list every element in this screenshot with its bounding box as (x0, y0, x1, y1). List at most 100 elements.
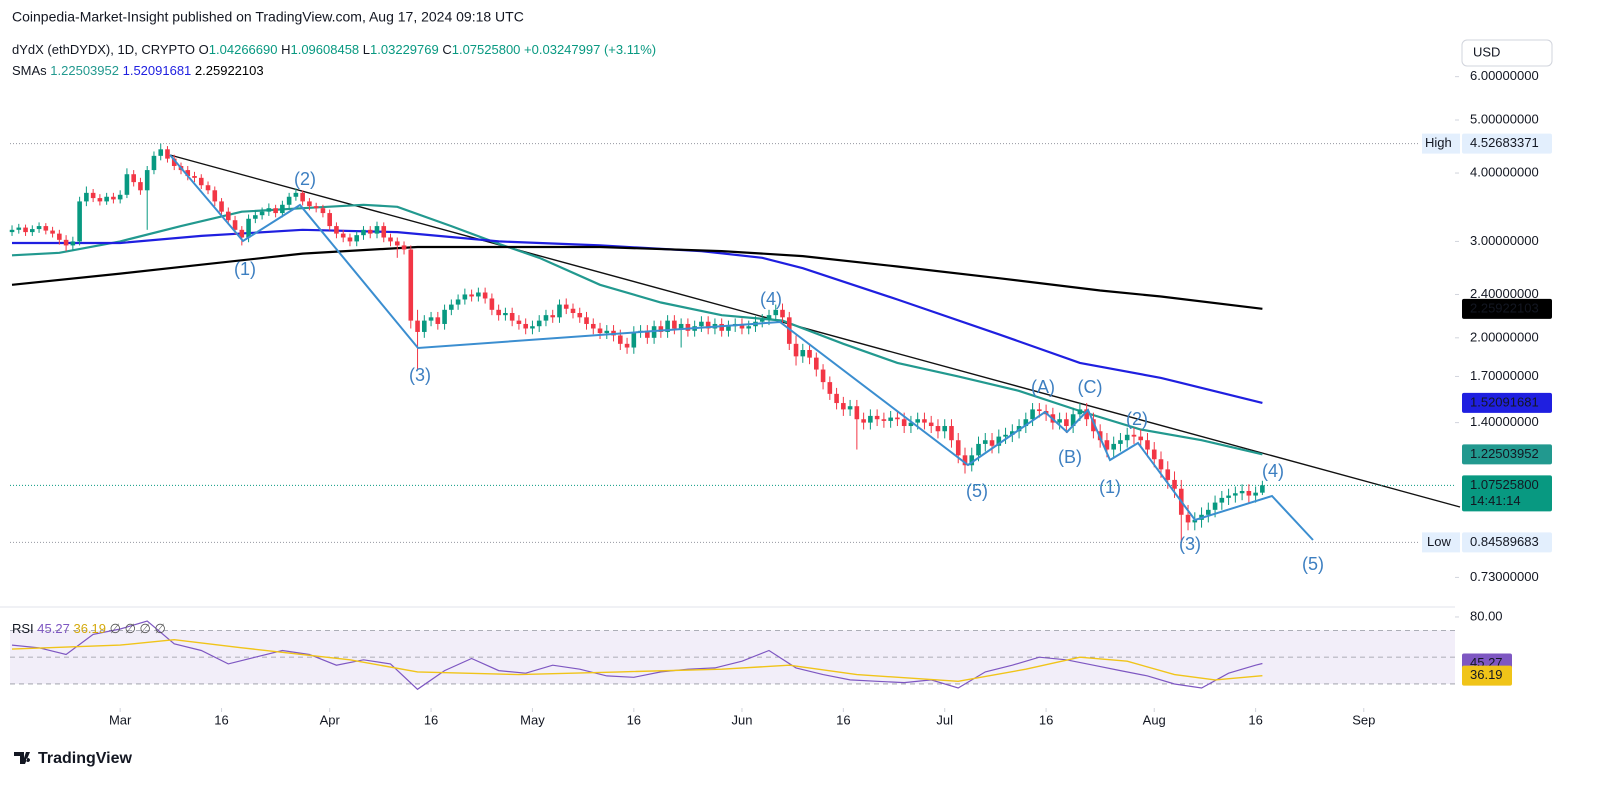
x-tick-label: 16 (1248, 712, 1262, 727)
candle-body (969, 455, 975, 466)
x-tick-label: 16 (424, 712, 438, 727)
candle-body (1124, 434, 1130, 441)
candle-body (624, 343, 630, 348)
low-tag: Low (1427, 534, 1451, 549)
candle-body (1172, 479, 1177, 489)
candle-body (1003, 434, 1008, 437)
wave-label: (5) (966, 481, 988, 501)
countdown: 14:41:14 (1470, 493, 1521, 508)
candle-body (273, 208, 278, 214)
candle-body (942, 426, 948, 432)
high-value: 1.09608458 (290, 42, 359, 57)
logo-mark (14, 752, 31, 764)
candle-body (793, 343, 799, 357)
brand: TradingView (38, 750, 133, 767)
candle-body (726, 326, 731, 331)
sma-tag-bg (1462, 444, 1552, 465)
candle-body (820, 369, 826, 383)
candle-body (1077, 409, 1083, 415)
brand-logo (14, 752, 31, 764)
candle-body (1037, 409, 1042, 412)
candle-body (198, 177, 204, 186)
candle-body (90, 192, 96, 199)
candle-body (847, 406, 853, 410)
candle-body (854, 406, 860, 420)
candle-body (43, 226, 49, 231)
candle-body (16, 227, 22, 230)
candle-body (543, 315, 549, 321)
candle-body (219, 201, 224, 212)
candle-body (171, 158, 177, 167)
candle-body (1253, 492, 1258, 496)
candle-body (1084, 409, 1089, 420)
candle-body (226, 211, 231, 221)
rsi-ma-line (11, 638, 1263, 683)
x-tick-label: Sep (1352, 712, 1375, 727)
candle-body (158, 149, 164, 156)
candle-body (1212, 502, 1218, 510)
sma-value: 1.22503952 (50, 63, 119, 78)
candle-body (36, 226, 42, 230)
candle-body (597, 328, 603, 334)
x-tick-label: Jul (936, 712, 953, 727)
candle-body (962, 455, 968, 466)
candle-body (834, 393, 839, 404)
close-tag: 1.07525800 (1470, 477, 1539, 492)
candle-body (780, 309, 785, 318)
candle-body (435, 317, 441, 324)
candle-body (759, 319, 765, 322)
candle-body (313, 206, 319, 209)
close-tag-bg (1462, 475, 1552, 512)
open-letter: O (199, 42, 209, 57)
rsi-extra: ∅ (110, 621, 121, 636)
candle-body (1246, 490, 1252, 496)
sma-tag: 2.25922103 (1470, 300, 1539, 315)
candle-body (807, 350, 812, 358)
close-letter: C (442, 42, 451, 57)
y-tick-label: 2.00000000 (1470, 329, 1539, 344)
y-tick-label: 6.00000000 (1470, 68, 1539, 83)
candle-body (800, 350, 806, 357)
candle-body (1206, 509, 1211, 515)
candle-body (212, 190, 218, 202)
candle-body (895, 417, 900, 420)
candle-body (1226, 495, 1231, 498)
candle-body (604, 330, 610, 334)
candle-body (503, 313, 508, 316)
y-tick-label: 3.00000000 (1470, 233, 1539, 248)
candle-body (955, 440, 961, 456)
candle-body (192, 176, 197, 178)
rsi-value: 45.27 (37, 621, 70, 636)
high-value: 4.52683371 (1470, 135, 1539, 150)
candle-body (1260, 485, 1265, 493)
candle-body (388, 237, 393, 242)
candle-body (1057, 419, 1062, 423)
wave-label: (1) (234, 259, 256, 279)
candle-body (1138, 436, 1144, 441)
symbol: dYdX (ethDYDX), 1D, CRYPTO (12, 42, 195, 57)
currency[interactable]: USD (1473, 44, 1500, 59)
candle-body (901, 419, 907, 427)
candle-body (590, 323, 596, 329)
currency-button[interactable] (1461, 39, 1553, 67)
rsi-extra: ∅ (140, 621, 151, 636)
candle-body (1239, 490, 1245, 494)
candle-body (1233, 493, 1238, 496)
candle-body (320, 208, 326, 214)
candle-body (584, 317, 589, 324)
x-tick-label: Apr (320, 712, 341, 727)
x-tick-label: 16 (836, 712, 850, 727)
candle-body (300, 192, 305, 202)
candle-body (536, 320, 542, 327)
candle-body (658, 326, 664, 332)
x-tick-label: May (520, 712, 545, 727)
candle-body (63, 239, 69, 246)
sma-tag: 1.52091681 (1470, 394, 1539, 409)
candle-body (509, 313, 515, 321)
candle-body (557, 304, 562, 318)
candle-body (84, 192, 89, 202)
candle-body (665, 320, 670, 332)
candle-body (374, 226, 380, 234)
candle-body (496, 309, 501, 316)
